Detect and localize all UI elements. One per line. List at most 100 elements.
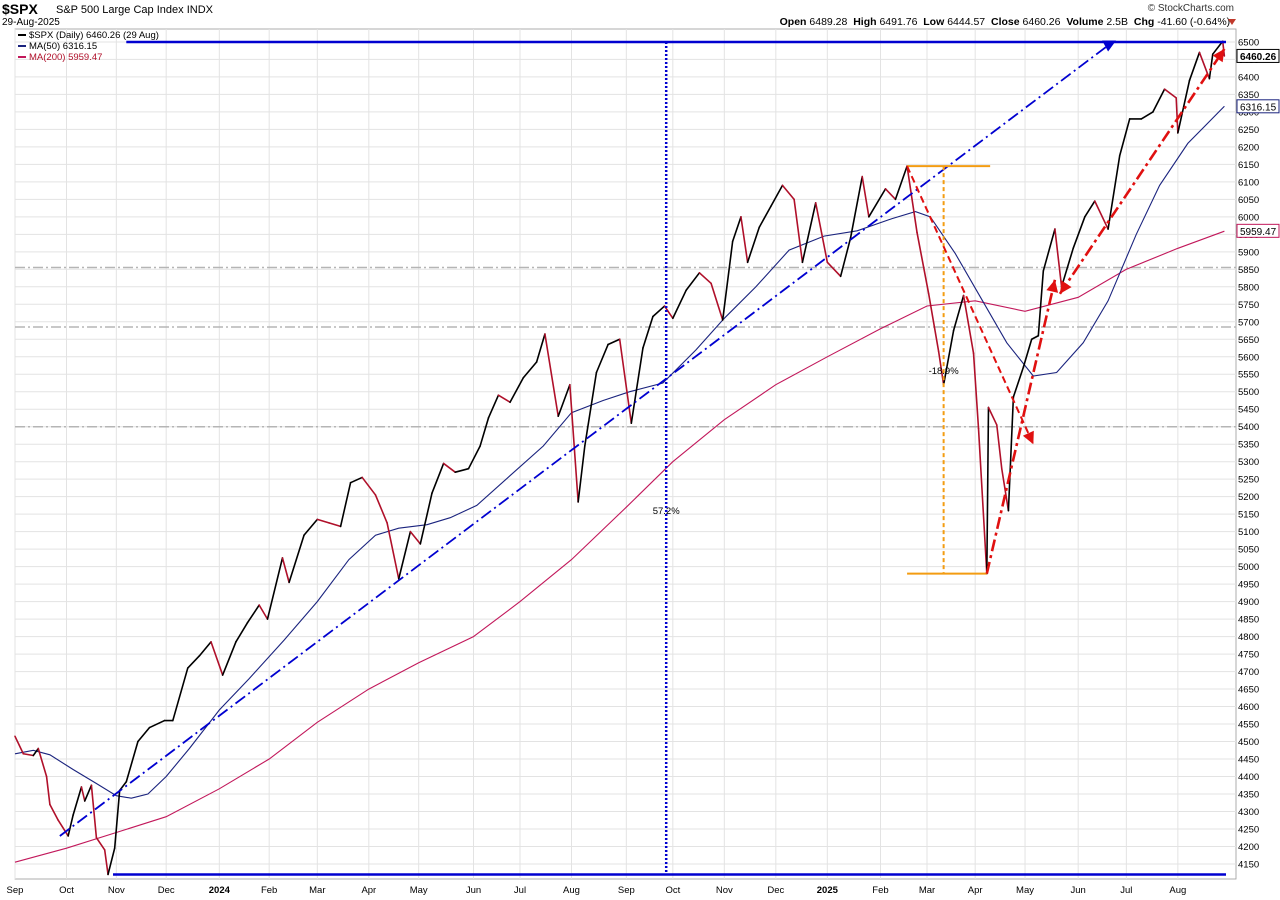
- price-segment: [884, 188, 897, 201]
- price-segment: [442, 462, 457, 473]
- price-segment: [618, 338, 633, 425]
- trend-arrow-head: [1102, 40, 1117, 52]
- recovery-arrow-head: [1212, 48, 1225, 63]
- price-segment: [544, 333, 560, 418]
- price-segment: [266, 557, 284, 620]
- price-segment: [740, 216, 749, 264]
- x-tick-label: Jun: [466, 885, 481, 896]
- y-tick-label: 4300: [1238, 807, 1259, 818]
- price-segment: [288, 534, 305, 584]
- price-segment: [198, 641, 212, 657]
- y-tick-label: 4800: [1238, 632, 1259, 643]
- price-segment: [454, 467, 470, 473]
- price-segment: [37, 747, 48, 778]
- price-segment: [522, 361, 538, 379]
- price-segment: [1208, 53, 1214, 80]
- price-segment: [509, 376, 525, 404]
- price-segment: [569, 383, 579, 503]
- price-segment: [861, 175, 870, 218]
- price-segment: [987, 406, 998, 426]
- ma200-tag: 5959.47: [1240, 227, 1277, 238]
- rebound-line: [985, 279, 1057, 574]
- plot-frame: [14, 28, 1237, 880]
- y-tick-label: 5500: [1238, 387, 1259, 398]
- price-segment: [894, 165, 908, 201]
- price-segment: [221, 641, 237, 676]
- trend-line: [59, 44, 1109, 837]
- last-price-tag: 6460.26: [1240, 52, 1277, 63]
- price-segment: [793, 198, 804, 264]
- price-segment: [246, 604, 261, 624]
- decline-line: [906, 165, 1035, 445]
- y-tick-label: 6100: [1238, 177, 1259, 188]
- price-segment: [801, 202, 817, 264]
- price-segment: [995, 424, 1003, 470]
- price-segment: [32, 747, 40, 757]
- price-segment: [467, 445, 481, 470]
- price-segment: [630, 347, 644, 425]
- x-tick-label: Oct: [665, 885, 680, 896]
- x-tick-label: Oct: [59, 885, 74, 896]
- x-tick-label: Sep: [7, 885, 24, 896]
- y-tick-label: 6350: [1238, 90, 1259, 101]
- x-tick-label: Dec: [158, 885, 175, 896]
- price-segment: [113, 789, 121, 850]
- y-tick-label: 4350: [1238, 790, 1259, 801]
- price-segment: [977, 427, 988, 575]
- price-segment: [1093, 200, 1109, 230]
- price-segment: [839, 237, 852, 278]
- x-tick-label: 2025: [817, 885, 839, 896]
- y-tick-label: 6400: [1238, 72, 1259, 83]
- price-segment: [90, 784, 98, 839]
- y-tick-label: 4450: [1238, 755, 1259, 766]
- price-segment: [1175, 97, 1179, 134]
- x-tick-label: May: [1016, 885, 1034, 896]
- x-tick-label: Feb: [872, 885, 888, 896]
- y-tick-label: 4550: [1238, 720, 1259, 731]
- ma50-tag-box: [1236, 99, 1280, 114]
- x-tick-label: Apr: [968, 885, 983, 896]
- price-segment: [698, 272, 712, 285]
- legend-ma50: MA(50) 6316.15: [18, 41, 159, 52]
- price-segment: [710, 282, 724, 321]
- price-segment: [849, 175, 864, 239]
- x-tick-label: Mar: [309, 885, 325, 896]
- y-tick-label: 5450: [1238, 405, 1259, 416]
- x-tick-label: Mar: [919, 885, 935, 896]
- price-segment: [67, 814, 74, 837]
- x-tick-label: Sep: [618, 885, 635, 896]
- y-tick-label: 5050: [1238, 545, 1259, 556]
- x-tick-label: Aug: [563, 885, 580, 896]
- y-tick-label: 4600: [1238, 702, 1259, 713]
- legend-price: $SPX (Daily) 6460.26 (29 Aug): [18, 30, 159, 41]
- brand-watermark: © StockCharts.com: [1147, 3, 1234, 14]
- x-tick-label: Aug: [1169, 885, 1186, 896]
- price-segment: [479, 417, 490, 447]
- price-segment: [1211, 40, 1224, 55]
- price-segment: [45, 775, 51, 806]
- y-tick-label: 5350: [1238, 440, 1259, 451]
- price-segment: [826, 261, 842, 278]
- price-segment: [1012, 366, 1025, 398]
- price-segment: [1022, 338, 1033, 369]
- price-segment: [1152, 88, 1166, 113]
- symbol-title: $SPX: [2, 1, 38, 17]
- price-segment: [916, 231, 930, 295]
- price-segment: [172, 667, 189, 722]
- price-segment: [349, 476, 363, 484]
- price-segment: [1084, 200, 1096, 218]
- price-segment: [148, 719, 166, 729]
- price-segment: [1118, 118, 1131, 157]
- decline-arrow-head: [1022, 430, 1034, 445]
- price-segment: [49, 803, 59, 822]
- x-tick-label: Apr: [361, 885, 376, 896]
- price-segment: [22, 752, 35, 757]
- y-tick-label: 4950: [1238, 580, 1259, 591]
- y-tick-label: 5100: [1238, 527, 1259, 538]
- y-tick-label: 5000: [1238, 562, 1259, 573]
- price-segment: [397, 530, 412, 580]
- y-tick-label: 6000: [1238, 212, 1259, 223]
- price-segment: [137, 726, 151, 743]
- price-segment: [210, 641, 224, 676]
